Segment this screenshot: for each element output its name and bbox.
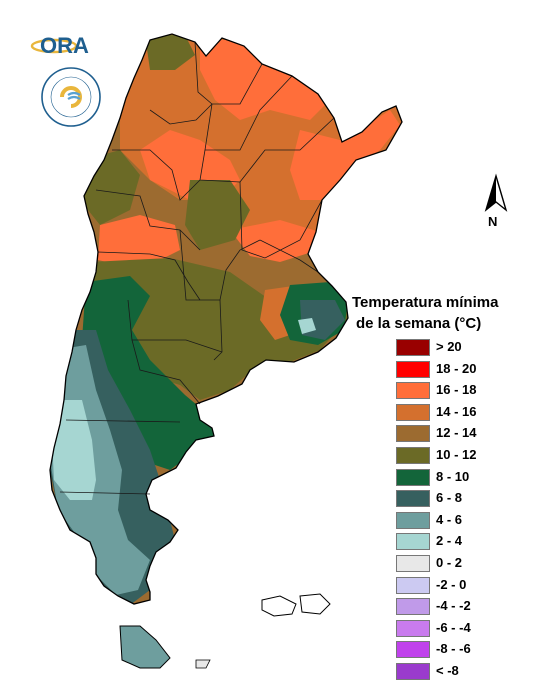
- ora-brand-text: ORA: [40, 33, 89, 58]
- ora-swoosh-icon: [30, 38, 78, 54]
- legend-swatch: [396, 339, 430, 356]
- zone-puna: [145, 35, 195, 70]
- zone-cordillera-sur: [52, 400, 96, 500]
- islas-malvinas: [261, 593, 331, 617]
- sun-icon: [60, 86, 82, 108]
- zone-noreste-calido-2: [290, 110, 400, 200]
- boundary-catamarca: [149, 103, 213, 125]
- province-boundaries: [59, 41, 335, 495]
- boundary-chaco: [199, 117, 335, 183]
- tierra-del-fuego: [119, 625, 171, 669]
- zone-cordoba: [185, 180, 250, 250]
- legend-title-line2: de la semana (°C): [356, 315, 482, 332]
- legend-title: Temperatura mínima de la semana (°C): [352, 292, 532, 334]
- legend-label: 12 - 14: [436, 425, 477, 441]
- legend-label: < -8: [436, 663, 459, 678]
- legend-swatch: [396, 598, 430, 616]
- legend-label: 10 - 12: [436, 447, 477, 462]
- legend-swatch: [396, 360, 430, 378]
- boundary-neuquen: [127, 299, 223, 353]
- legend-label: 6 - 8: [436, 490, 463, 506]
- boundary-santa-cruz: [59, 491, 151, 495]
- wave-icon: [67, 91, 81, 100]
- boundary-san-luis-cordoba: [179, 229, 261, 301]
- legend-swatch: [396, 619, 430, 637]
- isla-de-los-estados: [195, 659, 211, 669]
- legend-swatch: [396, 511, 430, 529]
- zone-litoral-calido: [230, 220, 320, 262]
- legend-label: 4 - 6: [436, 511, 463, 527]
- boundary-chubut-norte: [65, 419, 181, 423]
- legend-swatch: [396, 641, 430, 659]
- legend-swatch: [396, 382, 430, 400]
- boundary-buenos-aires-norte: [259, 239, 319, 273]
- legend-title-line1: Temperatura mínima: [352, 294, 499, 311]
- zone-costa-fria: [298, 318, 316, 334]
- legend-label: 0 - 2: [436, 555, 463, 570]
- legend-swatch: [396, 490, 430, 508]
- legend-swatch: [396, 576, 430, 594]
- legend-label: 2 - 4: [436, 533, 463, 549]
- legend-swatch: [396, 468, 430, 486]
- legend-swatch: [396, 533, 430, 551]
- legend-label: 14 - 16: [436, 403, 477, 419]
- legend-label: > 20: [436, 339, 462, 354]
- boundary-la-rioja: [112, 149, 201, 201]
- boundary-mendoza: [97, 251, 201, 301]
- boundary-rio-negro: [131, 339, 201, 405]
- boundary-santa-fe-entre-rios: [239, 181, 323, 259]
- boundary-san-juan: [95, 189, 201, 251]
- smn-seal: [41, 67, 101, 127]
- malvinas-oeste: [261, 595, 297, 617]
- ora-logo: ORA: [30, 33, 89, 58]
- legend-label: 16 - 18: [436, 382, 477, 398]
- legend-swatch: [396, 555, 430, 572]
- north-label: N: [488, 214, 498, 229]
- legend-swatch: [396, 425, 430, 443]
- legend-label: -4 - -2: [436, 598, 471, 614]
- legend-label: -8 - -6: [436, 641, 471, 657]
- boundary-salta-formosa: [204, 75, 293, 151]
- zone-noreste-calido-1: [200, 40, 330, 120]
- malvinas-este: [299, 593, 331, 615]
- legend-swatch: [396, 447, 430, 464]
- legend-swatch: [396, 663, 430, 680]
- legend-label: -6 - -4: [436, 619, 471, 635]
- legend-swatch: [396, 403, 430, 421]
- legend-label: 8 - 10: [436, 468, 470, 484]
- legend-label: 18 - 20: [436, 360, 477, 376]
- legend-label: -2 - 0: [436, 576, 467, 592]
- north-arrow-icon: [484, 173, 508, 212]
